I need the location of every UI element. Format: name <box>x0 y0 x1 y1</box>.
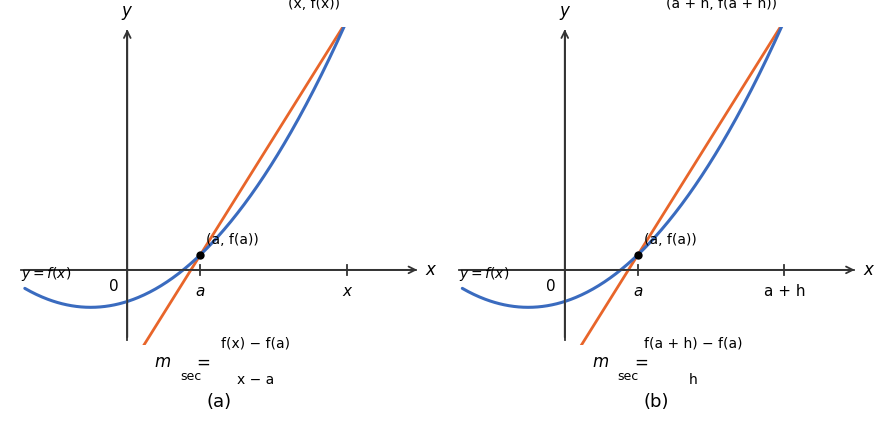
Text: 0: 0 <box>108 279 118 294</box>
Text: (b): (b) <box>643 393 669 412</box>
Text: x: x <box>342 284 352 299</box>
Text: h: h <box>689 373 697 387</box>
Text: $y$: $y$ <box>558 4 571 22</box>
Text: (a, f(a)): (a, f(a)) <box>206 233 259 247</box>
Text: a + h: a + h <box>764 284 805 299</box>
Text: (a): (a) <box>206 393 231 412</box>
Text: f(a + h) − f(a): f(a + h) − f(a) <box>644 336 742 351</box>
Text: $m$: $m$ <box>592 353 609 370</box>
Text: $m$: $m$ <box>154 353 172 370</box>
Text: 0: 0 <box>546 279 556 294</box>
Text: $x$: $x$ <box>425 261 438 279</box>
Text: $a$: $a$ <box>195 284 206 299</box>
Text: x − a: x − a <box>237 373 274 387</box>
Text: $=$: $=$ <box>193 353 211 370</box>
Text: $y = f(x)$: $y = f(x)$ <box>21 265 72 283</box>
Text: (a, f(a)): (a, f(a)) <box>644 233 696 247</box>
Text: $=$: $=$ <box>631 353 648 370</box>
Text: $y = f(x)$: $y = f(x)$ <box>458 265 509 283</box>
Text: $a$: $a$ <box>633 284 643 299</box>
Text: (a + h, f(a + h)): (a + h, f(a + h)) <box>666 0 777 11</box>
Text: $y$: $y$ <box>121 4 134 22</box>
Text: sec: sec <box>180 370 201 383</box>
Text: f(x) − f(a): f(x) − f(a) <box>220 336 290 351</box>
Text: (x, f(x)): (x, f(x)) <box>288 0 340 11</box>
Text: $x$: $x$ <box>863 261 875 279</box>
Text: sec: sec <box>618 370 639 383</box>
